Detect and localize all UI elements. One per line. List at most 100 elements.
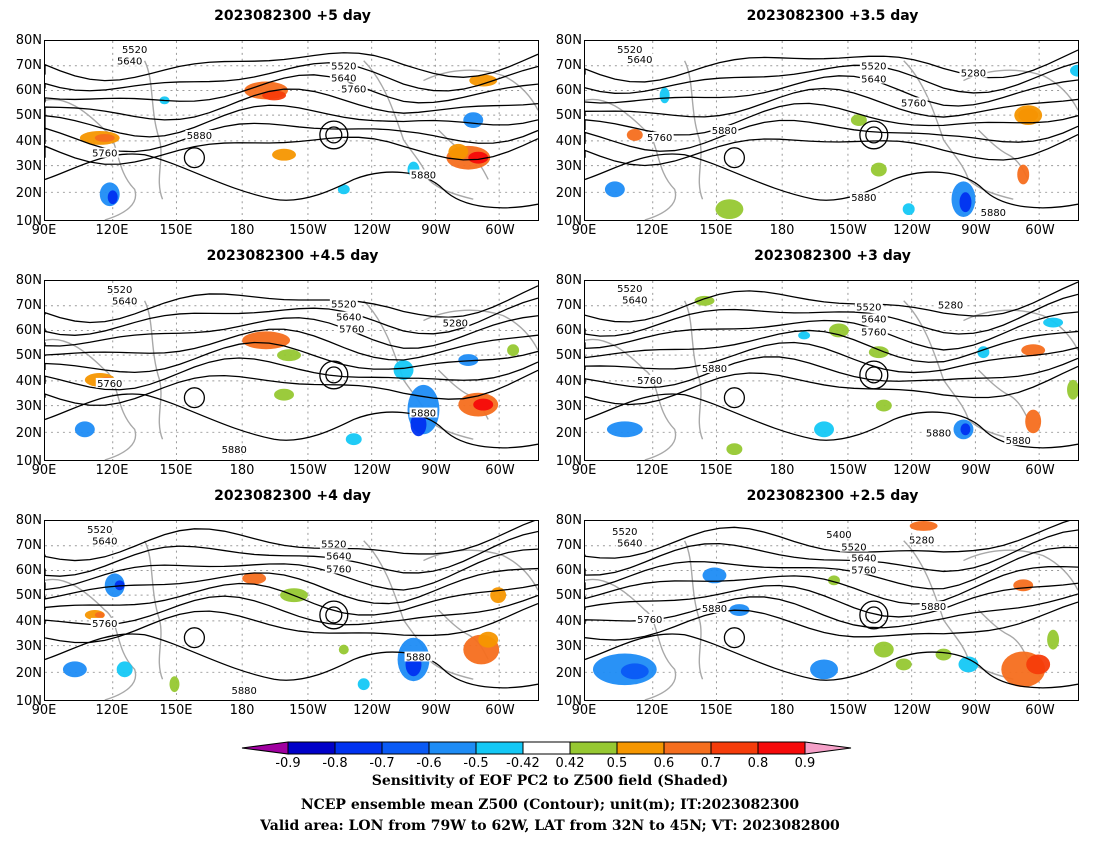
z500-contour — [723, 387, 746, 409]
sensitivity-shade — [74, 421, 95, 438]
z500-contour — [45, 369, 538, 406]
lat-tick-label: 60N — [555, 323, 582, 338]
z500-contour — [45, 62, 538, 92]
z500-contour — [585, 133, 1078, 167]
sensitivity-shade — [850, 114, 867, 127]
contour-label: 5640 — [326, 552, 351, 563]
lon-tick-label: 150W — [289, 223, 327, 238]
z500-contour — [45, 153, 538, 209]
sensitivity-shade — [606, 421, 643, 438]
sensitivity-shade — [345, 433, 362, 446]
contour-label: 5640 — [622, 296, 647, 307]
lat-tick-label: 40N — [555, 374, 582, 389]
contour-label: 5520 — [87, 525, 112, 536]
contour-label: 5760 — [901, 98, 926, 109]
lon-tick-label: 60W — [485, 223, 515, 238]
contour-label: 5880 — [712, 126, 737, 137]
contour-label: 5880 — [702, 364, 727, 375]
contour-label: 5640 — [627, 55, 652, 66]
lon-tick-label: 90E — [571, 463, 597, 478]
caption-line-2: NCEP ensemble mean Z500 (Contour); unit(… — [300, 797, 800, 813]
colorbar-tick-label: -0.5 — [463, 756, 489, 771]
lat-tick-label: 50N — [15, 588, 42, 603]
z500-contour — [45, 567, 538, 605]
z500-contour — [859, 360, 889, 390]
colorbar-swatch — [475, 741, 524, 755]
lat-tick-label: 30N — [555, 639, 582, 654]
lon-tick-label: 90E — [571, 223, 597, 238]
panel-title: 2023082300 +4.5 day — [206, 248, 379, 264]
z500-contour — [585, 75, 1078, 107]
lon-tick-label: 120W — [353, 223, 391, 238]
lon-tick-label: 60W — [485, 463, 515, 478]
z500-contour — [585, 356, 1078, 389]
lon-tick-label: 180 — [769, 223, 795, 238]
lon-tick-label: 150E — [159, 703, 193, 718]
lon-tick-label: 120E — [95, 703, 129, 718]
z500-contour — [45, 315, 538, 349]
z500-contour — [45, 297, 538, 336]
z500-contour — [183, 627, 206, 649]
z500-contour — [45, 341, 538, 374]
lat-tick-label: 10N — [15, 454, 42, 469]
contour-label: 5280 — [938, 301, 963, 312]
sensitivity-shade — [410, 412, 427, 437]
z500-contour — [585, 311, 1078, 351]
z500-contour — [859, 600, 889, 630]
z500-contour — [723, 627, 746, 649]
sensitivity-shade — [875, 399, 892, 412]
lon-tick-label: 120E — [95, 463, 129, 478]
sensitivity-shade — [262, 90, 287, 101]
lat-tick-label: 50N — [555, 108, 582, 123]
contour-label: 5400 — [826, 530, 851, 541]
lon-tick-label: 60W — [1025, 463, 1055, 478]
z500-contour — [585, 582, 1078, 618]
lat-tick-label: 80N — [555, 513, 582, 528]
lon-tick-label: 150E — [699, 703, 733, 718]
z500-contour — [45, 357, 538, 391]
lat-tick-label: 20N — [555, 426, 582, 441]
sensitivity-shade — [277, 349, 301, 362]
lat-tick-label: 60N — [15, 323, 42, 338]
lat-tick-label: 20N — [555, 186, 582, 201]
lat-tick-label: 80N — [555, 33, 582, 48]
lon-tick-label: 150E — [159, 463, 193, 478]
lat-tick-label: 70N — [15, 538, 42, 553]
lat-tick-label: 50N — [15, 348, 42, 363]
lon-tick-label: 60W — [1025, 223, 1055, 238]
sensitivity-shade — [902, 203, 915, 216]
z500-contour — [585, 119, 1078, 152]
z500-contour — [865, 126, 883, 144]
panel-title: 2023082300 +2.5 day — [746, 488, 919, 504]
lon-tick-label: 150W — [829, 463, 867, 478]
contour-label: 5640 — [617, 539, 642, 550]
lat-tick-label: 30N — [555, 399, 582, 414]
sensitivity-shade — [798, 331, 811, 340]
sensitivity-shade — [868, 346, 889, 359]
panel-title: 2023082300 +3.5 day — [746, 8, 919, 24]
contour-label: 5880 — [411, 409, 436, 420]
lon-tick-label: 60W — [1025, 703, 1055, 718]
panel-title: 2023082300 +5 day — [214, 8, 371, 24]
sensitivity-shade — [94, 133, 115, 142]
lat-tick-label: 50N — [555, 588, 582, 603]
colorbar-tick-label: 0.42 — [555, 756, 585, 771]
contour-label: 5880 — [981, 208, 1006, 219]
colorbar-high-arrow — [804, 741, 852, 755]
sensitivity-shade — [272, 148, 296, 161]
lon-tick-label: 120E — [635, 703, 669, 718]
contour-label: 5520 — [861, 62, 886, 73]
lat-tick-label: 70N — [555, 538, 582, 553]
z500-contour — [45, 285, 538, 324]
colorbar-swatch — [616, 741, 665, 755]
colorbar-swatch — [287, 741, 336, 755]
lat-tick-label: 50N — [15, 108, 42, 123]
z500-contour — [45, 548, 538, 591]
contour-label: 5280 — [909, 536, 934, 547]
contour-label: 5760 — [97, 379, 122, 390]
colorbar-tick-label: -0.6 — [416, 756, 442, 771]
contour-label: 5640 — [117, 57, 142, 68]
lat-tick-label: 80N — [15, 33, 42, 48]
colorbar-tick-label: 0.8 — [747, 756, 769, 771]
contour-label: 5880 — [187, 131, 212, 142]
